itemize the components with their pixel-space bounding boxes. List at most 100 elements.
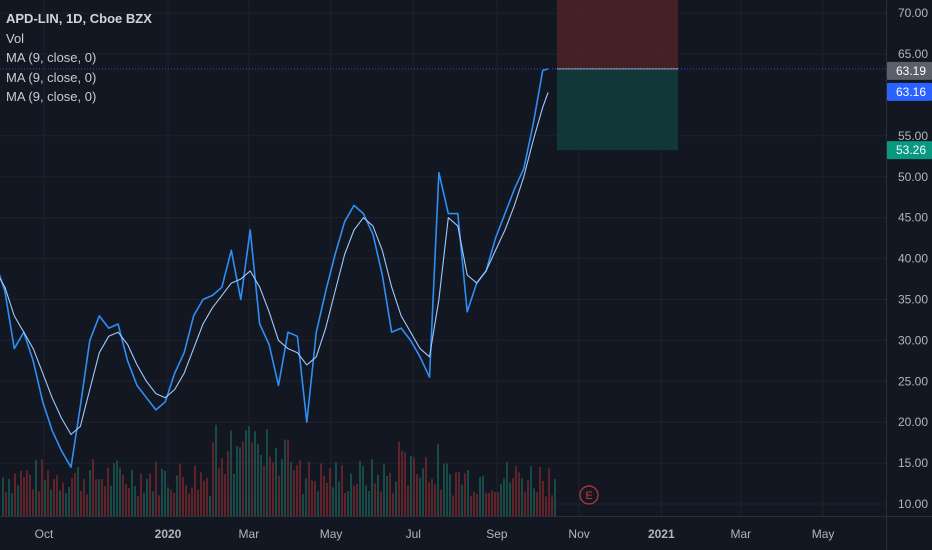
volume-bar [401,450,403,516]
volume-bar [245,430,247,516]
volume-bar [308,461,310,516]
volume-bar [347,491,349,516]
volume-bar [314,481,316,516]
volume-bar [431,479,433,516]
volume-bar [512,478,514,516]
volume-bar [485,492,487,516]
volume-bar [212,442,214,516]
volume-bar [356,483,358,516]
volume-bar [326,482,328,516]
volume-bar [155,461,157,516]
volume-bar [11,493,13,516]
volume-bar [107,467,109,516]
volume-bar [62,482,64,516]
x-tick-label: Sep [486,527,508,541]
volume-bar [305,478,307,516]
position-tool[interactable] [557,0,678,151]
volume-bar [122,474,124,516]
volume-bar [233,474,235,516]
earnings-marker-circle [579,485,599,505]
volume-bar [275,447,277,516]
volume-bar [215,424,217,516]
legend-ma-3[interactable]: MA (9, close, 0) [6,89,97,104]
position-risk-zone [557,0,678,69]
legend-ma-2[interactable]: MA (9, close, 0) [6,69,97,85]
volume-bar [362,465,364,516]
chart-title[interactable]: APD-LIN, 1D, Cboe BZX [6,11,152,26]
volume-bar [149,473,151,516]
volume-bar [464,473,466,516]
y-tick-label: 10.00 [898,497,928,511]
volume-bar [551,495,553,516]
legend-vol[interactable]: Vol [6,30,25,46]
volume-bar [44,480,46,516]
volume-bar [242,441,244,516]
legend-ma-1[interactable]: MA (9, close, 0) [6,50,97,65]
volume-bar [437,443,439,516]
volume-bar [86,494,88,516]
volume-bar [77,466,79,516]
volume-bar [386,475,388,516]
x-tick-label: Mar [239,527,260,541]
volume-bar [350,473,352,516]
volume-bar [395,481,397,516]
volume-bar [413,457,415,516]
y-tick-label: 15.00 [898,456,928,470]
volume-bar [74,472,76,516]
volume-bar [365,485,367,516]
volume-bar [164,470,166,516]
volume-bar [281,459,283,516]
volume-bar [113,463,115,516]
volume-bar [152,491,154,516]
volume-bar [296,465,298,516]
volume-bar [200,472,202,516]
volume-bar [371,459,373,516]
volume-bar [293,470,295,516]
y-tick-label: 40.00 [898,252,928,266]
volume-bar [446,463,448,516]
volume-bar [404,452,406,516]
volume-bar [272,462,274,516]
volume-bar [455,472,457,516]
volume-bar [218,468,220,516]
volume-bar [443,463,445,516]
volume-bar [383,464,385,516]
volume-bar [422,468,424,516]
volume-bar [278,475,280,516]
volume-bar [542,480,544,516]
x-tick-label: May [320,527,343,541]
volume-bar [509,482,511,516]
volume-bar [119,467,121,516]
volume-bar [491,490,493,516]
volume-bar [287,439,289,516]
volume-bar [359,460,361,516]
volume-bar [128,487,130,516]
volume-bar [380,491,382,516]
volume-bar [29,474,31,516]
volume-bar [344,492,346,516]
volume-bar [140,473,142,516]
x-axis: Oct 2020 Mar May Jul Sep Nov 2021 Mar May [35,527,835,541]
volume-bar [239,447,241,516]
x-tick-label: Jul [406,527,421,541]
y-tick-label: 20.00 [898,415,928,429]
moving-average-line [0,92,549,436]
volume-bar [530,466,532,516]
volume-bar [236,446,238,516]
volume-bar [311,480,313,516]
volume-bar [89,469,91,516]
volume-bar [191,487,193,516]
volume-bar [158,495,160,516]
volume-bar [257,443,259,516]
volume-bar [428,482,430,516]
x-tick-label: 2021 [648,527,675,541]
volume-bar [143,492,145,516]
volume-bar [434,484,436,516]
volume-bar [101,478,103,516]
volume-bar [479,477,481,516]
volume-bar [323,475,325,516]
volume-bar [80,490,82,516]
volume-bar [521,478,523,516]
volume-bar [224,473,226,516]
